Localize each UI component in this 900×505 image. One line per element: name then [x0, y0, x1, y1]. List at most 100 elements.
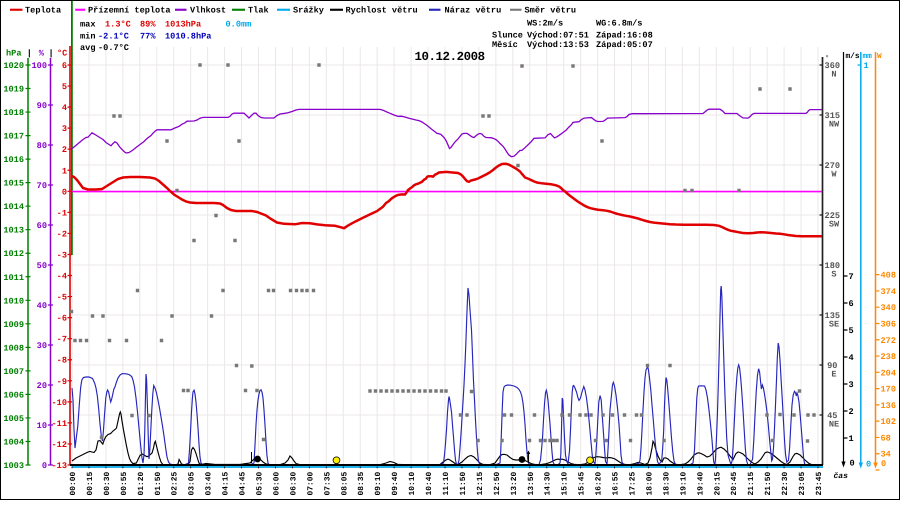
svg-text:12:15: 12:15: [476, 472, 485, 496]
svg-text:1019: 1019: [3, 85, 24, 95]
svg-text:1003: 1003: [3, 461, 24, 471]
svg-text:NE: NE: [829, 420, 839, 430]
svg-text:°: °: [825, 55, 829, 63]
svg-text:4: 4: [849, 353, 854, 363]
svg-text:50: 50: [37, 261, 47, 271]
svg-text:Měsíc: Měsíc: [492, 40, 518, 50]
svg-text:Náraz větru: Náraz větru: [445, 6, 502, 16]
svg-text:11:50: 11:50: [459, 472, 468, 496]
svg-text:18:00: 18:00: [645, 472, 654, 496]
svg-text:-6: -6: [57, 314, 67, 324]
svg-text:WS:2m/s: WS:2m/s: [527, 18, 563, 28]
svg-text:00:00: 00:00: [69, 472, 78, 496]
svg-text:15:45: 15:45: [578, 472, 587, 496]
svg-text:Směr větru: Směr větru: [525, 6, 577, 16]
svg-text:Slunce: Slunce: [492, 30, 523, 40]
svg-text:10:40: 10:40: [425, 472, 434, 496]
svg-text:avg: avg: [80, 43, 95, 53]
svg-text:1015: 1015: [3, 179, 24, 189]
svg-text:306: 306: [881, 319, 896, 329]
svg-text:-0.7°C: -0.7°C: [98, 43, 129, 53]
svg-text:°C: °C: [57, 49, 67, 59]
svg-text:|: |: [49, 49, 54, 59]
svg-text:1017: 1017: [3, 132, 24, 142]
svg-text:1006: 1006: [3, 390, 24, 400]
svg-text:77%: 77%: [140, 32, 156, 42]
svg-text:-8: -8: [57, 356, 67, 366]
svg-text:1008: 1008: [3, 343, 24, 353]
svg-text:max: max: [80, 20, 95, 30]
svg-text:23:05: 23:05: [798, 472, 807, 496]
svg-text:06:30: 06:30: [289, 472, 298, 496]
svg-text:01:50: 01:50: [154, 472, 163, 496]
svg-text:1016: 1016: [3, 155, 24, 165]
svg-text:6: 6: [62, 61, 67, 71]
svg-text:34: 34: [881, 450, 891, 460]
svg-text:1010.8hPa: 1010.8hPa: [165, 32, 211, 42]
svg-text:20:45: 20:45: [730, 472, 739, 496]
svg-text:13:50: 13:50: [527, 472, 536, 496]
svg-text:70: 70: [37, 181, 47, 191]
svg-text:1013hPa: 1013hPa: [165, 20, 201, 30]
svg-text:1011: 1011: [3, 273, 24, 283]
svg-text:0: 0: [866, 460, 871, 470]
svg-text:Západ:16:08: Západ:16:08: [596, 30, 653, 40]
svg-text:20:15: 20:15: [713, 472, 722, 496]
svg-text:Srážky: Srážky: [293, 6, 324, 16]
svg-text:21:15: 21:15: [747, 472, 756, 496]
svg-text:čas: čas: [834, 472, 849, 481]
svg-text:90: 90: [827, 361, 837, 371]
svg-text:20: 20: [37, 381, 47, 391]
svg-text:5: 5: [849, 326, 854, 336]
svg-text:1.3°C: 1.3°C: [105, 20, 131, 30]
svg-text:374: 374: [881, 287, 896, 297]
svg-text:408: 408: [881, 271, 896, 281]
svg-text:1010: 1010: [3, 296, 24, 306]
svg-text:180: 180: [825, 261, 840, 271]
svg-text:30: 30: [37, 341, 47, 351]
svg-text:18:30: 18:30: [662, 472, 671, 496]
svg-text:40: 40: [37, 301, 47, 311]
svg-text:2: 2: [849, 407, 854, 417]
svg-text:1014: 1014: [3, 202, 24, 212]
svg-text:08:35: 08:35: [357, 472, 366, 496]
svg-text:0: 0: [850, 459, 855, 469]
svg-text:00:30: 00:30: [103, 472, 112, 496]
svg-text:WG:6.8m/s: WG:6.8m/s: [596, 18, 642, 28]
svg-text:SW: SW: [829, 220, 840, 230]
svg-text:1009: 1009: [3, 320, 24, 330]
svg-text:6: 6: [849, 299, 854, 309]
svg-text:21:50: 21:50: [764, 472, 773, 496]
svg-text:-3: -3: [57, 250, 67, 260]
svg-text:S: S: [831, 270, 836, 280]
svg-text:0.0mm: 0.0mm: [226, 20, 252, 30]
svg-text:Západ:05:07: Západ:05:07: [596, 40, 653, 50]
svg-text:07:35: 07:35: [323, 472, 332, 496]
svg-text:Východ:07:51: Východ:07:51: [527, 30, 589, 40]
svg-text:80: 80: [37, 141, 47, 151]
svg-text:1: 1: [62, 166, 67, 176]
svg-text:90: 90: [37, 101, 47, 111]
svg-text:-4: -4: [57, 272, 67, 282]
svg-text:23:45: 23:45: [815, 472, 824, 496]
svg-text:170: 170: [881, 385, 896, 395]
svg-text:Východ:13:53: Východ:13:53: [527, 40, 589, 50]
svg-text:135: 135: [825, 311, 840, 321]
svg-text:3: 3: [849, 380, 854, 390]
svg-text:W: W: [831, 170, 837, 180]
svg-text:15:10: 15:10: [561, 472, 570, 496]
svg-text:89%: 89%: [140, 20, 156, 30]
svg-text:-5: -5: [57, 293, 67, 303]
svg-text:22:30: 22:30: [781, 472, 790, 496]
svg-text:-2.1°C: -2.1°C: [98, 32, 129, 42]
svg-text:100: 100: [32, 61, 47, 71]
svg-text:1005: 1005: [3, 414, 24, 424]
svg-text:225: 225: [825, 211, 840, 221]
svg-text:11:10: 11:10: [442, 472, 451, 496]
svg-text:45: 45: [827, 411, 837, 421]
svg-text:0: 0: [42, 461, 47, 471]
svg-text:Rychlost větru: Rychlost větru: [346, 6, 418, 16]
svg-text:|: |: [27, 49, 32, 59]
svg-text:hPa: hPa: [6, 49, 21, 59]
svg-text:NW: NW: [829, 120, 840, 130]
